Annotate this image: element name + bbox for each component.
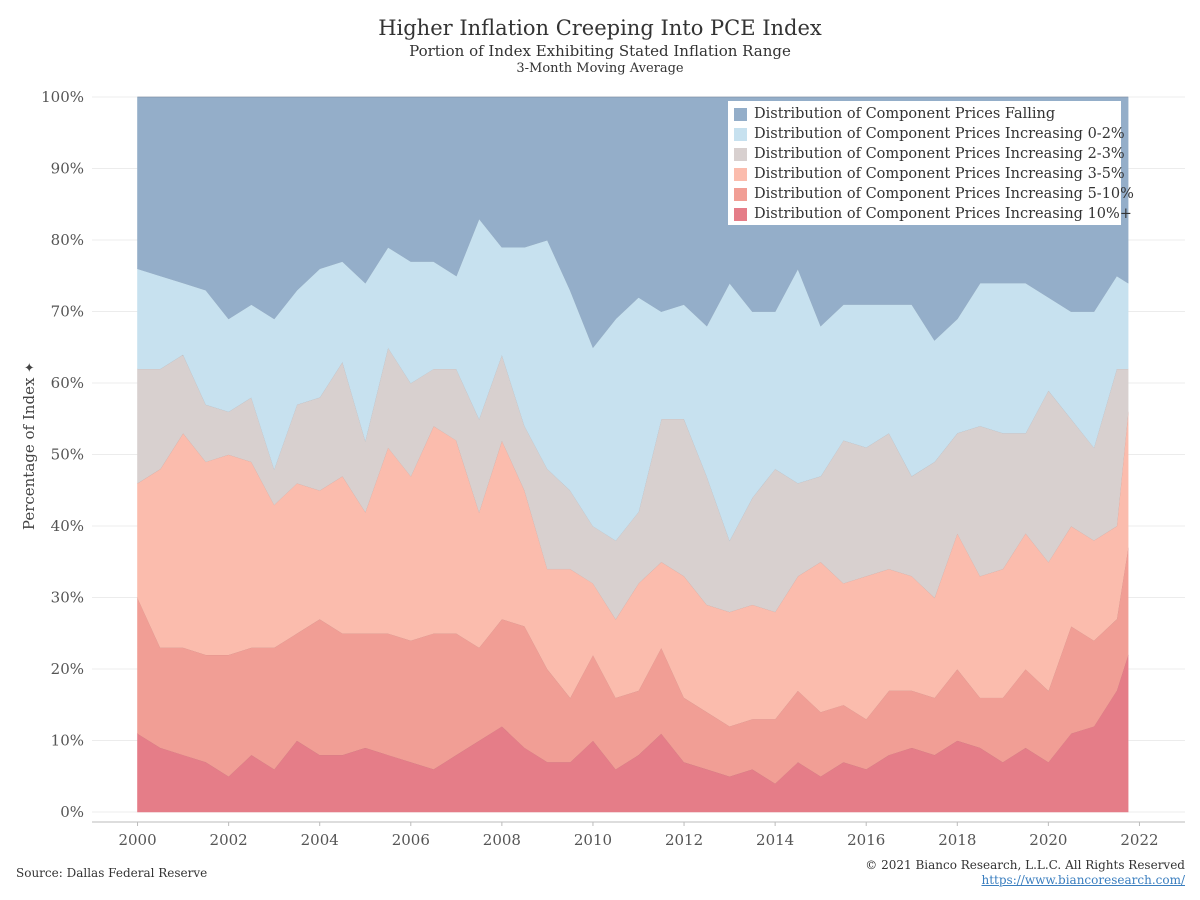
source-note: Source: Dallas Federal Reserve (16, 866, 208, 880)
website-link[interactable]: https://www.biancoresearch.com/ (981, 873, 1185, 887)
x-tick-label: 2022 (1120, 831, 1158, 849)
chart-title: Higher Inflation Creeping Into PCE Index (378, 16, 822, 40)
copyright-note: © 2021 Bianco Research, L.L.C. All Right… (865, 858, 1185, 872)
x-tick-label: 2014 (756, 831, 794, 849)
chart-subtitle: Portion of Index Exhibiting Stated Infla… (409, 42, 791, 60)
legend-label: Distribution of Component Prices Increas… (754, 186, 1134, 202)
legend-swatch (734, 147, 747, 161)
legend-item[interactable]: Distribution of Component Prices Increas… (728, 124, 1125, 144)
legend-item[interactable]: Distribution of Component Prices Increas… (728, 204, 1132, 224)
legend: Distribution of Component Prices Falling… (728, 101, 1134, 225)
legend-item[interactable]: Distribution of Component Prices Falling (728, 104, 1055, 124)
y-tick-label: 60% (51, 374, 84, 392)
legend-label: Distribution of Component Prices Increas… (754, 146, 1125, 162)
x-tick-label: 2004 (301, 831, 339, 849)
x-tick-label: 2002 (210, 831, 248, 849)
legend-swatch (734, 107, 747, 121)
legend-label: Distribution of Component Prices Increas… (754, 126, 1125, 142)
legend-swatch (734, 127, 747, 141)
y-tick-label: 20% (51, 660, 84, 678)
legend-swatch (734, 207, 747, 221)
chart-subtitle-secondary: 3-Month Moving Average (516, 61, 684, 76)
x-tick-label: 2008 (483, 831, 521, 849)
pin-icon[interactable]: ✦ (23, 361, 38, 373)
legend-swatch (734, 187, 747, 201)
legend-label: Distribution of Component Prices Increas… (754, 206, 1132, 222)
legend-label: Distribution of Component Prices Increas… (754, 166, 1125, 182)
x-tick-label: 2010 (574, 831, 612, 849)
y-tick-label: 80% (51, 231, 84, 249)
x-tick-label: 2018 (938, 831, 976, 849)
legend-item[interactable]: Distribution of Component Prices Increas… (728, 144, 1125, 164)
y-tick-label: 30% (51, 589, 84, 607)
legend-item[interactable]: Distribution of Component Prices Increas… (728, 184, 1134, 204)
y-axis-label: Percentage of Index ✦ (20, 361, 38, 531)
y-tick-label: 100% (41, 88, 84, 106)
y-tick-label: 0% (60, 803, 84, 821)
x-tick-label: 2016 (847, 831, 885, 849)
x-tick-label: 2000 (118, 831, 156, 849)
y-tick-label: 90% (51, 160, 84, 178)
legend-label: Distribution of Component Prices Falling (754, 106, 1056, 122)
y-tick-label: 70% (51, 303, 84, 321)
x-tick-label: 2012 (665, 831, 703, 849)
x-tick-label: 2006 (392, 831, 430, 849)
y-tick-label: 10% (51, 732, 84, 750)
y-tick-label: 50% (51, 446, 84, 464)
y-tick-label: 40% (51, 517, 84, 535)
x-tick-label: 2020 (1029, 831, 1067, 849)
legend-item[interactable]: Distribution of Component Prices Increas… (728, 164, 1125, 184)
legend-swatch (734, 167, 747, 181)
